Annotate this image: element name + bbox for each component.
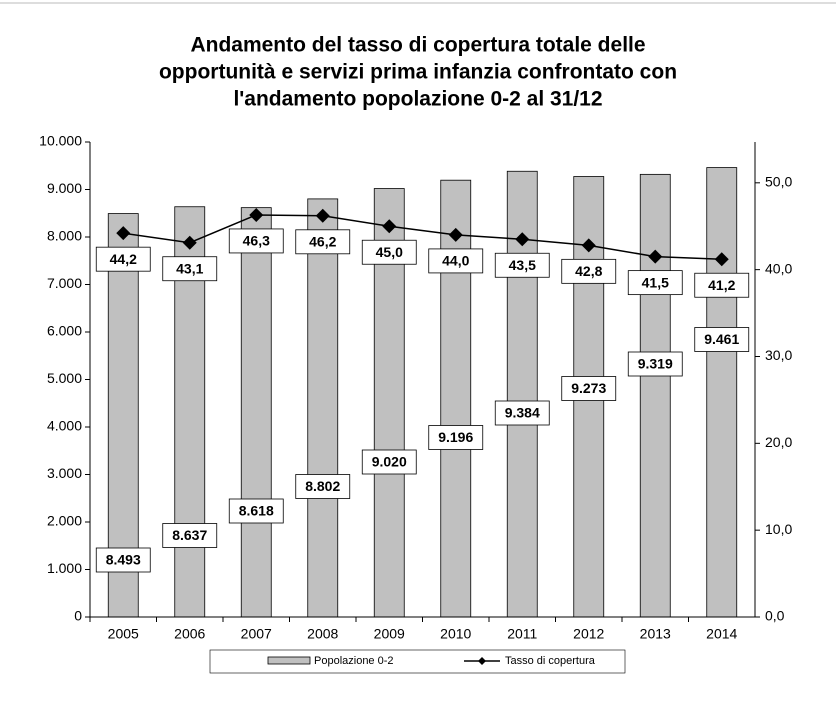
legend-label: Tasso di copertura <box>505 655 596 667</box>
legend <box>209 649 626 674</box>
marker <box>382 219 397 234</box>
value-label-box <box>694 327 750 352</box>
value-label-box <box>627 351 683 377</box>
chart-title: opportunità e servizi prima infanzia con… <box>159 61 677 84</box>
y2-tick-label: 0,0 <box>765 608 785 624</box>
bar <box>240 207 272 618</box>
value-label-box <box>295 474 351 499</box>
value-label: 9.461 <box>704 331 739 347</box>
value-label-box <box>494 252 550 278</box>
x-tick-label: 2009 <box>374 626 405 642</box>
x-tick-label: 2012 <box>573 626 604 642</box>
marker <box>448 227 463 242</box>
chart-title: Andamento del tasso di copertura totale … <box>190 34 645 57</box>
value-label-box <box>627 270 683 296</box>
value-label-box <box>561 258 617 284</box>
x-tick-label: 2006 <box>174 626 205 642</box>
y-tick-label: 9.000 <box>47 180 82 196</box>
value-label: 42,8 <box>575 263 602 279</box>
y-tick-label: 5.000 <box>47 370 82 386</box>
bar <box>440 179 472 618</box>
value-label: 43,5 <box>509 257 536 273</box>
y2-tick-label: 20,0 <box>765 434 792 450</box>
value-label-box <box>494 400 550 426</box>
x-tick-label: 2010 <box>440 626 471 642</box>
marker <box>581 238 596 253</box>
marker <box>714 252 729 267</box>
x-tick-label: 2011 <box>507 626 537 642</box>
value-label: 9.273 <box>571 380 606 396</box>
y-tick-label: 2.000 <box>47 513 82 529</box>
value-label-box <box>95 246 151 272</box>
y-tick-label: 4.000 <box>47 418 82 434</box>
marker <box>182 235 197 250</box>
marker <box>116 226 131 241</box>
chart-title: l'andamento popolazione 0-2 al 31/12 <box>233 88 602 111</box>
value-label-box <box>361 449 417 475</box>
value-label: 9.319 <box>638 356 673 372</box>
value-label: 8.618 <box>239 503 274 519</box>
y-tick-label: 6.000 <box>47 323 82 339</box>
x-tick-label: 2008 <box>307 626 338 642</box>
value-label-box <box>228 228 284 254</box>
value-label-box <box>295 229 351 255</box>
value-label-box <box>694 272 750 298</box>
legend-label: Popolazione 0-2 <box>314 655 394 667</box>
y-tick-label: 10.000 <box>39 133 82 149</box>
marker <box>648 249 663 264</box>
value-label: 41,2 <box>708 277 735 293</box>
legend-swatch <box>478 657 486 665</box>
y2-tick-label: 10,0 <box>765 521 792 537</box>
x-tick-label: 2014 <box>706 626 737 642</box>
y2-tick-label: 40,0 <box>765 260 792 276</box>
legend-swatch <box>267 656 311 665</box>
value-label: 9.196 <box>438 429 473 445</box>
value-label: 46,2 <box>309 234 336 250</box>
value-label: 44,0 <box>442 253 469 269</box>
bar <box>307 198 339 618</box>
value-label-box <box>95 547 151 573</box>
value-label-box <box>561 376 617 401</box>
bar <box>639 173 671 618</box>
value-label-box <box>162 523 218 548</box>
value-label: 8.637 <box>172 527 207 543</box>
marker <box>249 207 264 222</box>
value-label-box <box>162 256 218 282</box>
x-tick-label: 2013 <box>640 626 671 642</box>
value-label: 9.020 <box>372 454 407 470</box>
marker <box>315 208 330 223</box>
y2-tick-label: 50,0 <box>765 174 792 190</box>
value-label: 46,3 <box>243 233 270 249</box>
bar <box>706 167 738 618</box>
y-tick-label: 1.000 <box>47 560 82 576</box>
y-tick-label: 0 <box>74 608 82 624</box>
y-tick-label: 3.000 <box>47 465 82 481</box>
value-label-box <box>428 248 484 274</box>
value-label: 44,2 <box>110 251 137 267</box>
value-label: 8.802 <box>305 478 340 494</box>
y-tick-label: 7.000 <box>47 275 82 291</box>
value-label: 9.384 <box>505 405 540 421</box>
value-label-box <box>361 239 417 265</box>
value-label: 43,1 <box>176 260 203 276</box>
y2-tick-label: 30,0 <box>765 347 792 363</box>
value-label: 8.493 <box>106 552 141 568</box>
value-label: 41,5 <box>642 274 669 290</box>
y-tick-label: 8.000 <box>47 228 82 244</box>
value-label-box <box>228 498 284 524</box>
x-tick-label: 2005 <box>108 626 139 642</box>
value-label: 45,0 <box>376 244 403 260</box>
value-label-box <box>428 425 484 450</box>
marker <box>515 232 530 247</box>
line <box>123 214 722 260</box>
x-tick-label: 2007 <box>241 626 272 642</box>
